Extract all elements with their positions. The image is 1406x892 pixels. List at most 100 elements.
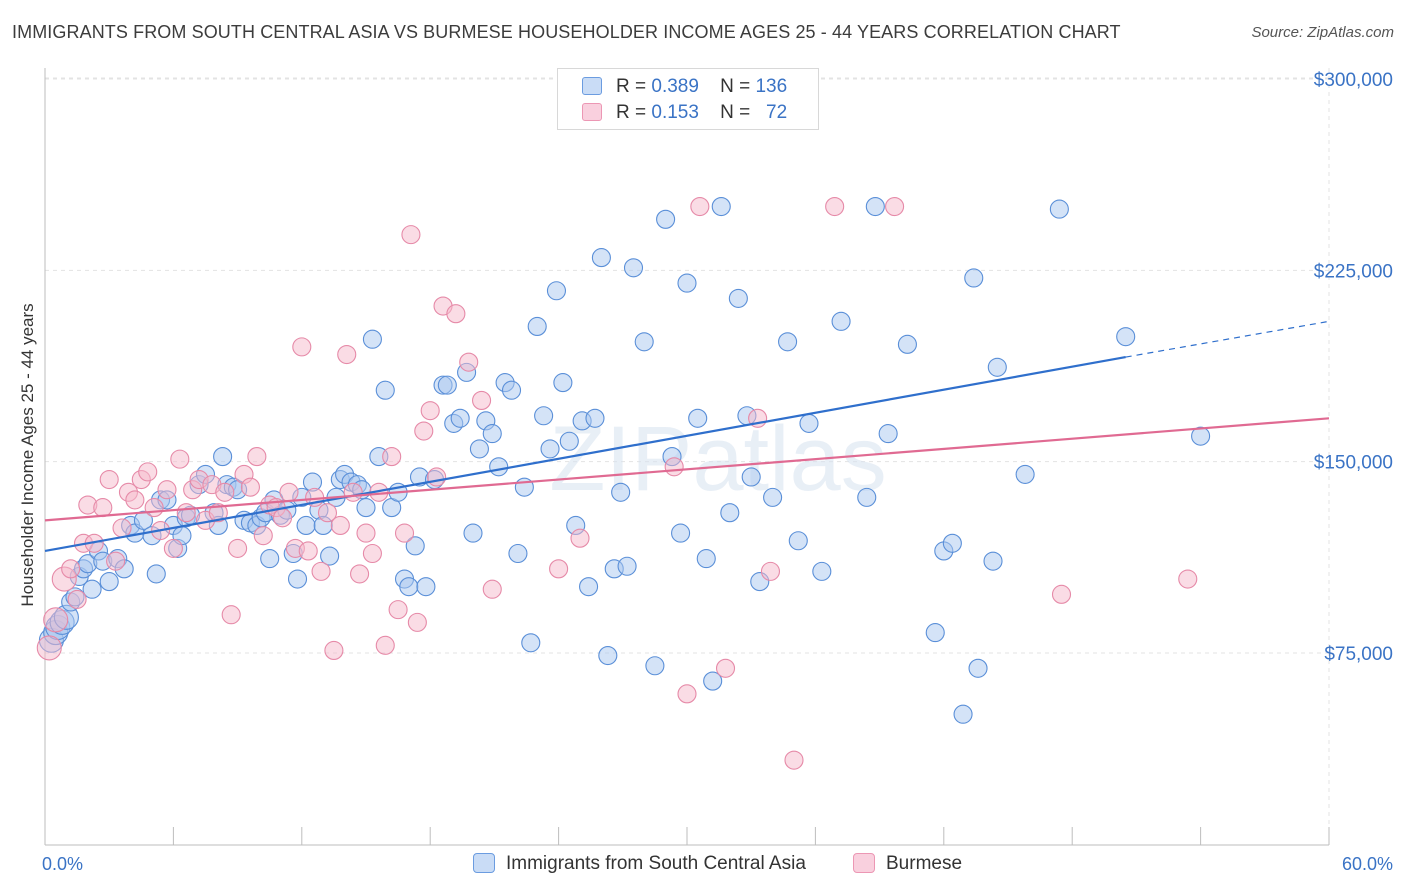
point-burmese: [157, 480, 177, 500]
point-south-central-asia: [521, 633, 541, 653]
point-burmese: [715, 658, 736, 678]
point-burmese: [1051, 584, 1072, 604]
point-burmese: [125, 490, 145, 510]
point-south-central-asia: [925, 623, 945, 643]
point-burmese: [677, 684, 697, 704]
point-burmese: [664, 457, 684, 477]
point-south-central-asia: [375, 380, 395, 400]
point-burmese: [885, 197, 905, 217]
x-tick-labels: 0.0% 60.0%: [42, 854, 1393, 874]
point-south-central-asia: [450, 408, 470, 428]
point-south-central-asia: [741, 467, 761, 487]
point-burmese: [337, 344, 357, 365]
pink-swatch: [853, 853, 875, 873]
legend-label: Burmese: [886, 853, 963, 874]
data-points: [36, 197, 1211, 770]
point-burmese: [36, 635, 62, 661]
point-south-central-asia: [260, 549, 280, 569]
x-tick-label-max: 60.0%: [1342, 854, 1393, 874]
point-burmese: [420, 401, 440, 421]
point-burmese: [170, 449, 190, 469]
r-label: R =: [616, 76, 647, 97]
x-axis: [44, 68, 1330, 846]
point-south-central-asia: [1191, 426, 1211, 446]
point-burmese: [472, 390, 492, 410]
point-burmese: [253, 526, 273, 546]
point-south-central-asia: [591, 248, 611, 268]
point-south-central-asia: [399, 577, 419, 597]
point-south-central-asia: [287, 569, 308, 589]
point-south-central-asia: [534, 406, 554, 426]
n-value: 136: [755, 76, 788, 97]
point-burmese: [292, 337, 312, 357]
y-tick-label: $150,000: [1314, 453, 1393, 474]
point-south-central-asia: [942, 533, 962, 553]
trend-line-south-central-asia-extension: [1125, 320, 1330, 358]
point-south-central-asia: [463, 523, 483, 543]
point-burmese: [690, 197, 710, 217]
point-south-central-asia: [983, 551, 1003, 571]
point-south-central-asia: [213, 447, 233, 467]
point-south-central-asia: [778, 332, 798, 352]
point-south-central-asia: [508, 543, 528, 564]
point-south-central-asia: [1116, 327, 1136, 347]
point-south-central-asia: [812, 561, 832, 581]
point-south-central-asia: [788, 531, 808, 551]
point-south-central-asia: [585, 408, 605, 428]
point-south-central-asia: [696, 549, 716, 569]
r-value: 0.389: [651, 76, 699, 97]
point-south-central-asia: [546, 281, 567, 301]
point-burmese: [240, 477, 260, 497]
n-label: N =: [720, 76, 751, 97]
point-burmese: [375, 635, 395, 655]
point-south-central-asia: [553, 373, 573, 393]
point-burmese: [99, 469, 119, 490]
point-south-central-asia: [720, 503, 740, 523]
point-burmese: [388, 600, 408, 620]
point-burmese: [324, 640, 344, 660]
point-south-central-asia: [987, 357, 1007, 377]
point-burmese: [549, 559, 569, 579]
point-burmese: [298, 541, 318, 561]
y-tick-label: $225,000: [1314, 261, 1393, 282]
point-burmese: [311, 561, 331, 581]
point-south-central-asia: [799, 413, 819, 433]
point-south-central-asia: [878, 424, 898, 444]
point-burmese: [407, 612, 427, 632]
point-south-central-asia: [964, 268, 984, 288]
point-burmese: [459, 352, 479, 372]
point-burmese: [446, 304, 466, 324]
x-tick-label-min: 0.0%: [42, 854, 83, 874]
point-burmese: [570, 528, 590, 548]
point-south-central-asia: [82, 579, 102, 599]
point-south-central-asia: [437, 375, 457, 395]
point-south-central-asia: [527, 316, 547, 337]
point-south-central-asia: [1015, 464, 1035, 484]
point-south-central-asia: [559, 431, 579, 451]
y-tick-label: $300,000: [1314, 70, 1393, 91]
point-south-central-asia: [703, 671, 723, 691]
point-burmese: [208, 503, 228, 523]
n-value: 72: [766, 102, 788, 123]
point-south-central-asia: [579, 577, 599, 597]
point-south-central-asia: [677, 273, 697, 293]
trend-line-burmese: [44, 417, 1330, 522]
point-south-central-asia: [645, 656, 665, 676]
point-burmese: [215, 482, 235, 502]
blue-swatch: [582, 77, 602, 95]
point-burmese: [825, 197, 845, 217]
point-burmese: [93, 498, 113, 518]
y-axis-label: Householder Income Ages 25 - 44 years: [18, 303, 37, 606]
point-south-central-asia: [1049, 199, 1069, 219]
point-burmese: [356, 523, 376, 543]
point-burmese: [343, 482, 363, 502]
point-south-central-asia: [133, 510, 153, 530]
y-tick-labels: $75,000 $150,000 $225,000 $300,000: [1314, 70, 1393, 665]
point-burmese: [362, 543, 382, 564]
point-burmese: [394, 523, 415, 543]
point-south-central-asia: [688, 408, 708, 428]
point-burmese: [43, 607, 69, 633]
point-burmese: [67, 589, 87, 609]
trend-line-south-central-asia: [44, 355, 1126, 553]
